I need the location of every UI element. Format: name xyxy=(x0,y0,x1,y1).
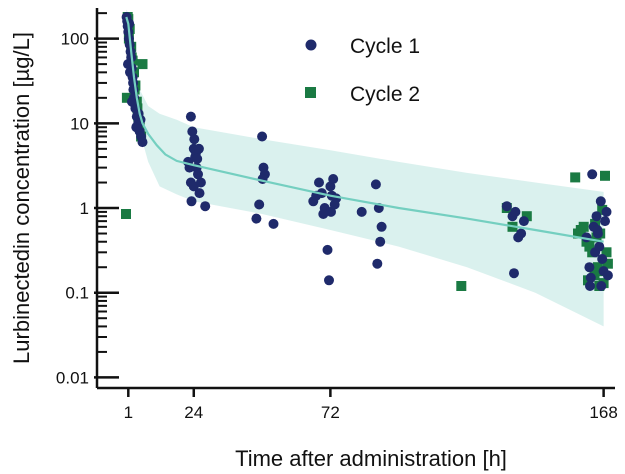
cycle-1-point xyxy=(501,201,512,212)
cycle-2-point xyxy=(456,281,467,291)
cycle-1-point xyxy=(318,209,329,219)
cycle-1-point xyxy=(128,77,139,88)
x-axis-ticks: 1 24 72 168 xyxy=(124,388,618,422)
cycle-1-point xyxy=(592,225,603,235)
cycle-1-point xyxy=(594,241,605,252)
x-axis-title: Time after administration [h] xyxy=(235,446,507,471)
prediction-interval-band xyxy=(126,9,604,327)
cycle-1-point xyxy=(518,216,529,227)
cycle-1-point xyxy=(194,188,205,199)
cycle-2-point xyxy=(600,170,610,181)
cycle-2-point xyxy=(601,247,612,258)
legend-marker-cycle-2 xyxy=(305,87,316,98)
cycle-1-point xyxy=(131,122,142,133)
cycle-1-point xyxy=(585,272,596,283)
cycle-1-point xyxy=(326,206,336,217)
cycle-1-point xyxy=(257,131,268,142)
cycle-1-point xyxy=(189,134,200,145)
cycle-1-point xyxy=(137,137,148,148)
cycle-2-point xyxy=(521,211,532,222)
cycle-1-point xyxy=(127,96,137,107)
cycle-1-point xyxy=(192,153,203,164)
cycle-1-point xyxy=(597,254,608,264)
cycle-1-point xyxy=(596,281,607,291)
cycle-1-point xyxy=(251,213,262,224)
cycle-2-point xyxy=(121,209,131,219)
cycle-1-point xyxy=(595,196,606,207)
cycle-2-point xyxy=(578,221,589,232)
cycle-1-point xyxy=(585,281,595,291)
legend-label-cycle-1: Cycle 1 xyxy=(350,35,420,58)
cycle-2-point xyxy=(137,59,148,70)
y-tick-label: 0.1 xyxy=(65,284,89,303)
cycle-1-point xyxy=(372,258,383,269)
cycle-1-point xyxy=(584,262,595,273)
cycle-1-point xyxy=(510,206,521,217)
cycle-1-point xyxy=(376,221,387,232)
cycle-1-point xyxy=(123,59,133,70)
y-tick-label: 1 xyxy=(80,199,89,218)
x-tick-label: 24 xyxy=(184,403,203,422)
y-tick-label: 100 xyxy=(61,30,89,49)
cycle-1-point xyxy=(329,199,340,210)
x-tick-label: 168 xyxy=(589,403,617,422)
cycle-1-point xyxy=(322,244,333,255)
cycle-1-point xyxy=(254,199,265,210)
cycle-1-point xyxy=(591,211,602,222)
cycle-1-point xyxy=(370,179,381,190)
cycle-1-point xyxy=(193,169,203,180)
y-axis-ticks: 0.01 0.1 1 10 100 xyxy=(56,12,119,387)
x-tick-label: 72 xyxy=(321,403,340,422)
cycle-2-point xyxy=(121,92,132,103)
cycle-2-point xyxy=(602,258,613,269)
cycle-1-point xyxy=(587,169,598,180)
cycle-1-point xyxy=(601,206,612,217)
legend-label-cycle-2: Cycle 2 xyxy=(350,83,420,106)
cycle-1-point xyxy=(193,143,204,154)
cycle-1-point xyxy=(324,275,334,286)
cycle-1-point xyxy=(509,268,519,279)
cycle-1-point xyxy=(187,126,198,137)
cycle-1-point xyxy=(516,228,527,239)
y-tick-label: 10 xyxy=(70,114,89,133)
legend-marker-cycle-1 xyxy=(305,39,317,51)
x-tick-label: 1 xyxy=(124,403,133,422)
cycle-2-point xyxy=(570,172,581,183)
cycle-1-point xyxy=(328,174,339,184)
legend: Cycle 1 Cycle 2 xyxy=(305,35,420,106)
cycle-1-point xyxy=(375,236,386,247)
cycle-1-point xyxy=(356,206,367,217)
y-tick-label: 0.01 xyxy=(56,368,89,387)
cycle-1-point xyxy=(602,270,613,281)
y-axis-title: Lurbinectedin concentration [µg/L] xyxy=(9,32,34,364)
cycle-2-point xyxy=(584,241,595,252)
cycle-1-point xyxy=(268,218,279,229)
cycle-1-point xyxy=(600,216,610,227)
median-prediction-line xyxy=(125,16,604,243)
cycle-1-point xyxy=(185,111,196,122)
cycle-1-point xyxy=(314,177,324,188)
cycle-1-point xyxy=(186,196,197,207)
cycle-1-point xyxy=(195,177,206,188)
cycle-1-point xyxy=(200,201,211,212)
